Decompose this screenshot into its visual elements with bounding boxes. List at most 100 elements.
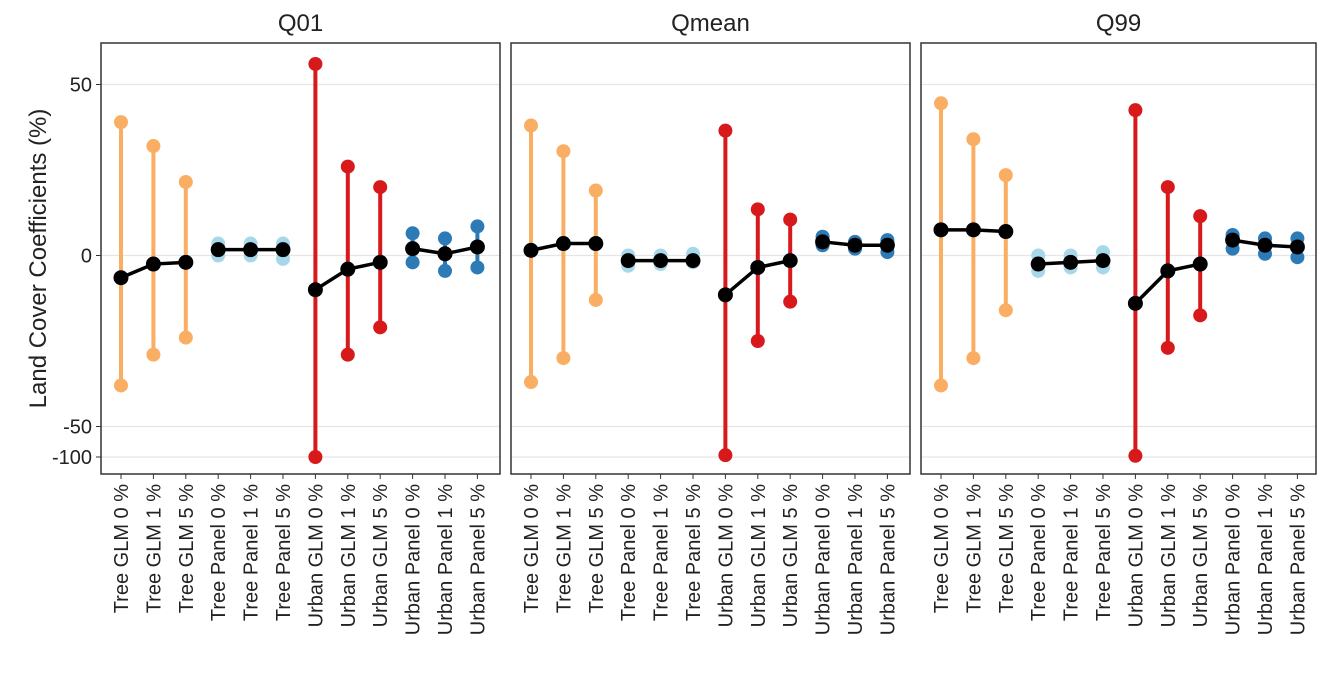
lower-bound-point (750, 334, 765, 348)
x-category-label: Tree Panel 5 % (1093, 484, 1115, 621)
upper-bound-point (998, 168, 1013, 183)
estimate-point (620, 253, 636, 269)
estimate-point (1160, 263, 1176, 279)
lower-bound-point (178, 330, 193, 345)
estimate-point (685, 253, 701, 269)
upper-bound-point (1160, 180, 1175, 195)
x-category-label: Urban GLM 1 % (748, 484, 770, 628)
x-category-label: Tree GLM 1 % (963, 484, 985, 614)
lower-bound-point (934, 378, 948, 393)
estimate-point (340, 261, 356, 277)
estimate-point (653, 253, 669, 269)
lower-bound-point (998, 303, 1013, 318)
estimate-point (782, 253, 798, 269)
y-tick-label: -100 (52, 447, 92, 469)
lower-bound-point (966, 351, 981, 366)
x-category-label: Urban Panel 0 % (813, 484, 835, 635)
lower-bound-point (470, 260, 485, 275)
x-category-label: Urban GLM 0 % (1125, 484, 1147, 628)
estimate-point (998, 224, 1014, 240)
x-category-label: Tree Panel 0 % (1028, 484, 1050, 621)
lower-bound-point (1290, 250, 1305, 265)
x-category-label: Tree GLM 1 % (143, 484, 165, 614)
upper-bound-point (405, 226, 420, 241)
x-category-label: Urban GLM 1 % (1158, 484, 1180, 628)
estimate-point (1063, 254, 1079, 270)
x-category-label: Urban GLM 0 % (715, 484, 737, 628)
x-category-label: Tree Panel 5 % (273, 484, 295, 621)
estimate-point (847, 237, 863, 253)
x-category-label: Tree GLM 5 % (586, 484, 608, 614)
upper-bound-point (750, 202, 765, 217)
estimate-point (372, 254, 388, 270)
estimate-point (469, 239, 485, 255)
estimate-point (243, 242, 259, 258)
estimate-point (523, 242, 539, 258)
lower-bound-point (588, 292, 603, 307)
x-category-label: Tree Panel 1 % (241, 484, 263, 621)
estimate-point (145, 256, 161, 272)
lower-bound-point (524, 375, 538, 390)
upper-bound-point (1193, 209, 1208, 224)
x-category-label: Tree Panel 0 % (618, 484, 640, 621)
x-category-label: Urban Panel 0 % (403, 484, 425, 635)
lower-bound-point (1193, 308, 1208, 323)
facet-title: Q99 (1096, 10, 1141, 37)
lower-bound-point (308, 450, 323, 464)
estimate-point (1192, 256, 1208, 272)
estimate-point (1289, 239, 1305, 255)
upper-bound-point (470, 219, 485, 234)
x-category-label: Urban Panel 1 % (845, 484, 867, 635)
estimate-point (307, 282, 323, 298)
panel-border (920, 42, 1317, 475)
x-category-label: Urban GLM 5 % (370, 484, 392, 628)
lower-bound-point (718, 448, 733, 463)
x-category-label: Urban GLM 5 % (780, 484, 802, 628)
upper-bound-point (178, 174, 193, 189)
lower-bound-point (340, 347, 355, 362)
upper-bound-point (308, 56, 323, 71)
x-category-label: Tree GLM 0 % (111, 484, 133, 614)
upper-bound-point (524, 118, 538, 133)
lower-bound-point (146, 347, 161, 362)
x-category-label: Urban GLM 0 % (305, 484, 327, 628)
x-category-label: Tree Panel 5 % (683, 484, 705, 621)
x-category-label: Urban GLM 5 % (1190, 484, 1212, 628)
estimate-point (210, 242, 226, 258)
panel-border (510, 42, 911, 475)
x-category-label: Tree Panel 0 % (208, 484, 230, 621)
upper-bound-point (934, 96, 948, 111)
x-category-label: Urban Panel 0 % (1223, 484, 1245, 635)
y-tick-label: 0 (81, 246, 92, 268)
estimate-point (1095, 253, 1111, 269)
estimate-point (815, 234, 831, 250)
facet-title: Qmean (671, 10, 750, 37)
x-category-label: Tree GLM 0 % (521, 484, 543, 614)
x-category-label: Tree GLM 0 % (931, 484, 953, 614)
y-tick-label: -50 (63, 417, 92, 439)
facet-title: Q01 (278, 10, 323, 37)
estimate-point (750, 259, 766, 275)
x-category-label: Tree Panel 1 % (1061, 484, 1083, 621)
estimate-point (1257, 237, 1273, 253)
upper-bound-point (588, 183, 603, 198)
lower-bound-point (1128, 448, 1143, 463)
estimate-point (879, 237, 895, 253)
estimate-point (437, 246, 453, 262)
upper-bound-point (718, 123, 733, 138)
estimate-point (1127, 295, 1143, 311)
estimate-point (588, 236, 604, 252)
upper-bound-point (556, 144, 571, 159)
lower-bound-point (438, 263, 452, 278)
upper-bound-point (373, 180, 388, 195)
estimate-point (1225, 232, 1241, 248)
x-category-label: Urban Panel 5 % (467, 484, 489, 635)
lower-bound-point (556, 351, 571, 366)
lower-bound-point (783, 294, 798, 309)
upper-bound-point (966, 132, 981, 147)
lower-bound-point (373, 320, 388, 335)
lower-bound-point (114, 378, 128, 393)
x-category-label: Urban GLM 1 % (338, 484, 360, 628)
